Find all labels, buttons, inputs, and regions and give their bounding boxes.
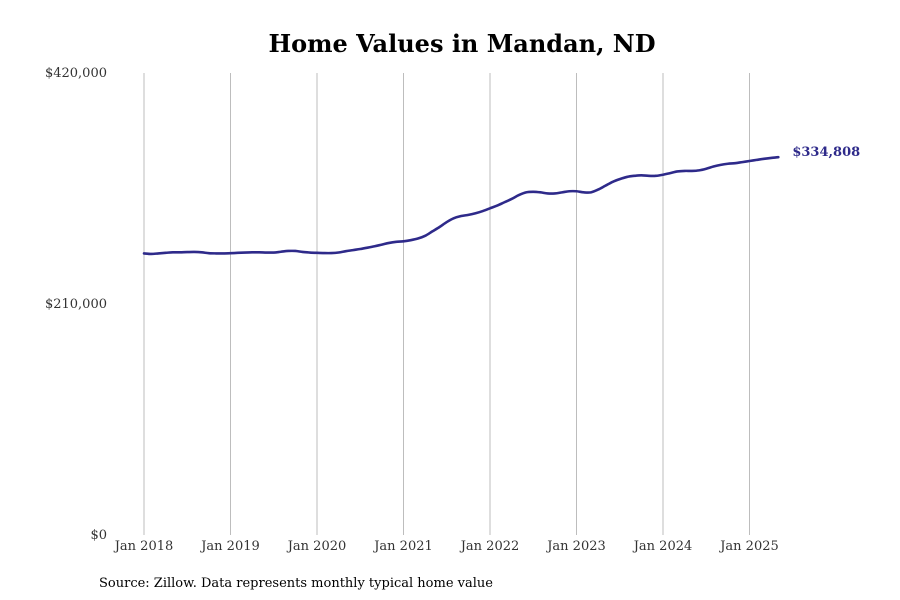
x-tick-label: Jan 2022 — [459, 539, 520, 554]
x-tick-label: Jan 2021 — [372, 539, 433, 554]
x-axis-tick-labels: Jan 2018 Jan 2019 Jan 2020 Jan 2021 Jan 2022… — [113, 539, 779, 554]
x-tick-label: Jan 2019 — [199, 539, 260, 554]
x-tick-label: Jan 2023 — [545, 539, 606, 554]
chart-title: Home Values in Mandan, ND — [268, 29, 655, 58]
x-tick-label: Jan 2024 — [632, 539, 693, 554]
last-value-label: $334,808 — [792, 145, 860, 160]
x-tick-label: Jan 2020 — [286, 539, 347, 554]
y-tick-label: $420,000 — [45, 66, 107, 81]
vertical-grid — [143, 73, 750, 535]
source-note: Source: Zillow. Data represents monthly … — [99, 576, 493, 591]
x-tick-label: Jan 2018 — [113, 539, 174, 554]
y-tick-label: $0 — [90, 528, 107, 543]
y-axis-tick-labels: $0 $210,000 $420,000 — [45, 66, 107, 543]
x-tick-label: Jan 2025 — [718, 539, 779, 554]
home-value-series-line — [142, 155, 780, 256]
y-tick-label: $210,000 — [45, 297, 107, 312]
